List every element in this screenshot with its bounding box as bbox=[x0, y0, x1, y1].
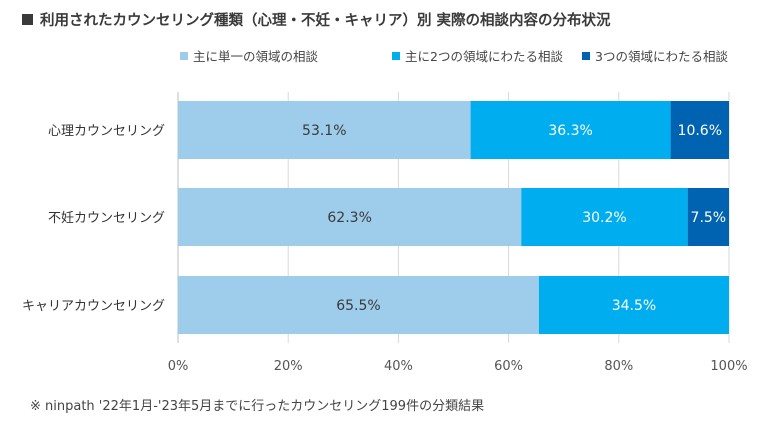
chart-title: 利用されたカウンセリング種類（心理・不妊・キャリア）別 実際の相談内容の分布状況 bbox=[22, 9, 611, 30]
bar-segment-0-2 bbox=[670, 101, 729, 159]
bar-segment-0-1 bbox=[470, 101, 671, 159]
x-tick-label-1: 20% bbox=[274, 359, 303, 374]
x-tick-label-5: 100% bbox=[710, 359, 747, 374]
data-label-1-1: 30.2% bbox=[582, 210, 626, 226]
x-tick-label-4: 80% bbox=[604, 359, 633, 374]
legend-label-two: 主に2つの領域にわたる相談 bbox=[405, 49, 563, 64]
bar-segment-2-0 bbox=[178, 276, 539, 334]
x-tick-label-3: 60% bbox=[494, 359, 523, 374]
data-label-2-1: 34.5% bbox=[612, 298, 656, 314]
data-label-2-0: 65.5% bbox=[336, 298, 380, 314]
data-label-1-0: 62.3% bbox=[327, 210, 371, 226]
category-label-1: 不妊カウンセリング bbox=[48, 211, 165, 226]
footnote: ※ ninpath '22年1月-'23年5月までに行ったカウンセリング199件… bbox=[30, 399, 485, 414]
chart-title-text: 利用されたカウンセリング種類（心理・不妊・キャリア）別 実際の相談内容の分布状況 bbox=[40, 13, 611, 29]
legend-item-single: 主に単一の領域の相談 bbox=[180, 46, 318, 65]
data-label-1-2: 7.5% bbox=[691, 210, 727, 226]
legend-item-two: 主に2つの領域にわたる相談 bbox=[392, 46, 563, 65]
bar-segment-1-2 bbox=[687, 188, 729, 246]
legend: 主に単一の領域の相談 主に2つの領域にわたる相談 3つの領域にわたる相談 bbox=[0, 46, 758, 66]
data-label-0-1: 36.3% bbox=[548, 123, 592, 139]
data-label-0-2: 10.6% bbox=[678, 123, 722, 139]
x-tick-label-0: 0% bbox=[168, 359, 189, 374]
bar-segment-1-0 bbox=[178, 188, 522, 246]
legend-label-single: 主に単一の領域の相談 bbox=[193, 49, 319, 64]
title-square-icon bbox=[22, 14, 33, 25]
category-label-0: 心理カウンセリング bbox=[48, 124, 165, 139]
legend-swatch-single bbox=[180, 52, 188, 60]
bar-segment-2-1 bbox=[538, 276, 729, 334]
bar-segment-0-0 bbox=[178, 101, 471, 159]
legend-swatch-two bbox=[392, 52, 400, 60]
legend-label-three: 3つの領域にわたる相談 bbox=[595, 49, 728, 64]
category-label-2: キャリアカウンセリング bbox=[22, 299, 165, 314]
bar-segment-1-1 bbox=[521, 188, 688, 246]
legend-swatch-three bbox=[582, 52, 590, 60]
legend-item-three: 3つの領域にわたる相談 bbox=[582, 46, 728, 65]
data-label-0-0: 53.1% bbox=[302, 123, 346, 139]
x-tick-label-2: 40% bbox=[384, 359, 413, 374]
